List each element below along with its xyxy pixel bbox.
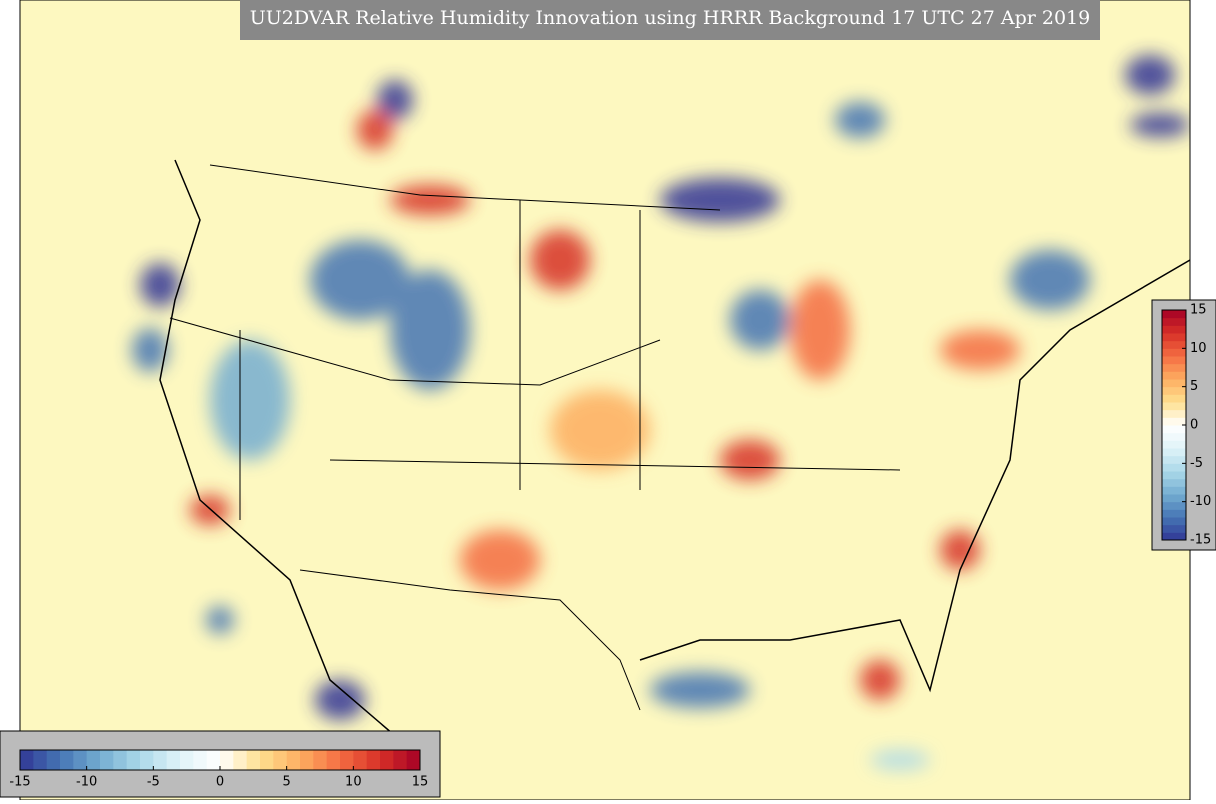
- colorbar-swatch: [260, 750, 274, 770]
- title: UU2DVAR Relative Humidity Innovation usi…: [250, 7, 1091, 29]
- colorbar-swatch: [166, 750, 181, 770]
- colorbar-swatch: [1162, 356, 1186, 365]
- title-box: [240, 0, 1100, 40]
- colorbar-tick-label: 5: [1190, 379, 1198, 394]
- colorbar-swatch: [193, 750, 208, 770]
- colorbar-swatch: [393, 750, 408, 770]
- colorbar-tick-label: -15: [1190, 533, 1211, 548]
- colorbar-swatch: [73, 750, 88, 770]
- colorbar-swatch: [86, 750, 101, 770]
- colorbar-swatch: [326, 750, 341, 770]
- colorbar-swatch: [1162, 455, 1186, 464]
- colorbar-swatch: [1162, 394, 1186, 403]
- colorbar-swatch: [1162, 348, 1186, 357]
- colorbar-swatch: [1162, 448, 1186, 457]
- colorbar-swatch: [60, 750, 74, 770]
- colorbar-swatch: [1162, 501, 1186, 510]
- colorbar-tick-label: -10: [1190, 494, 1211, 509]
- colorbar-swatch: [126, 750, 141, 770]
- colorbar-swatch: [100, 750, 114, 770]
- colorbar-tick-label: 15: [412, 775, 429, 790]
- colorbar-swatch: [1162, 486, 1186, 495]
- colorbar-swatch: [1162, 409, 1186, 418]
- colorbar-swatch: [220, 750, 234, 770]
- horizontal-colorbar: -15 -10 -5 0 5 10 15: [9, 749, 429, 790]
- colorbar-swatch: [380, 750, 394, 770]
- colorbar-swatch: [1162, 532, 1186, 541]
- colorbar-tick-label: -10: [76, 775, 97, 790]
- colorbar-swatch: [1162, 478, 1186, 487]
- colorbar-tick-label: -5: [147, 775, 160, 790]
- map: [20, 0, 1190, 800]
- colorbar-swatch: [273, 750, 288, 770]
- colorbar-swatch: [1162, 340, 1186, 349]
- colorbar-tick-label: 15: [1190, 303, 1207, 318]
- colorbar-swatch: [1162, 310, 1186, 319]
- colorbar-swatch: [1162, 425, 1186, 434]
- colorbar-tick-label: 10: [1190, 341, 1207, 356]
- colorbar-swatch: [340, 750, 354, 770]
- colorbar-swatch: [1162, 363, 1186, 372]
- colorbar-swatch: [313, 750, 328, 770]
- colorbar-swatch: [20, 750, 34, 770]
- colorbar-swatch: [1162, 333, 1186, 342]
- colorbar-swatch: [406, 750, 421, 770]
- colorbar-swatch: [233, 750, 248, 770]
- colorbar-tick-label: 5: [283, 775, 291, 790]
- colorbar-swatch: [180, 750, 194, 770]
- colorbar-swatch: [46, 750, 61, 770]
- colorbar-swatch: [1162, 417, 1186, 426]
- colorbar-swatch: [286, 750, 301, 770]
- colorbar-swatch: [366, 750, 381, 770]
- colorbar-swatch: [1162, 432, 1186, 441]
- colorbar-swatch: [1162, 524, 1186, 533]
- colorbar-tick-label: -15: [9, 775, 30, 790]
- colorbar-swatch: [33, 750, 48, 770]
- colorbar-swatch: [246, 750, 261, 770]
- colorbar-swatch: [1162, 402, 1186, 411]
- colorbar-tick-label: 10: [345, 775, 362, 790]
- boundaries: [159, 159, 1190, 741]
- colorbar-swatch: [1162, 440, 1186, 449]
- vertical-colorbar: -15 -10 -5 0 5 10 15: [1161, 303, 1211, 548]
- colorbar-swatch: [1162, 325, 1186, 334]
- colorbar-swatch: [113, 750, 128, 770]
- colorbar-swatch: [1162, 509, 1186, 518]
- colorbar-swatch: [353, 750, 368, 770]
- colorbar-swatch: [1162, 386, 1186, 395]
- colorbar-swatch: [1162, 317, 1186, 326]
- colorbar-swatch: [1162, 517, 1186, 526]
- colorbar-tick-label: 0: [216, 775, 224, 790]
- colorbar-tick-label: 0: [1190, 418, 1198, 433]
- colorbar-swatch: [1162, 463, 1186, 472]
- colorbar-tick-label: -5: [1190, 456, 1203, 471]
- colorbar-swatch: [140, 750, 154, 770]
- colorbar-swatch: [1162, 494, 1186, 503]
- colorbar-swatch: [300, 750, 314, 770]
- colorbar-swatch: [1162, 371, 1186, 380]
- innovation-field: [132, 55, 1190, 770]
- colorbar-swatch: [206, 750, 221, 770]
- colorbar-swatch: [1162, 379, 1186, 388]
- colorbar-swatch: [1162, 471, 1186, 480]
- colorbar-swatch: [153, 750, 168, 770]
